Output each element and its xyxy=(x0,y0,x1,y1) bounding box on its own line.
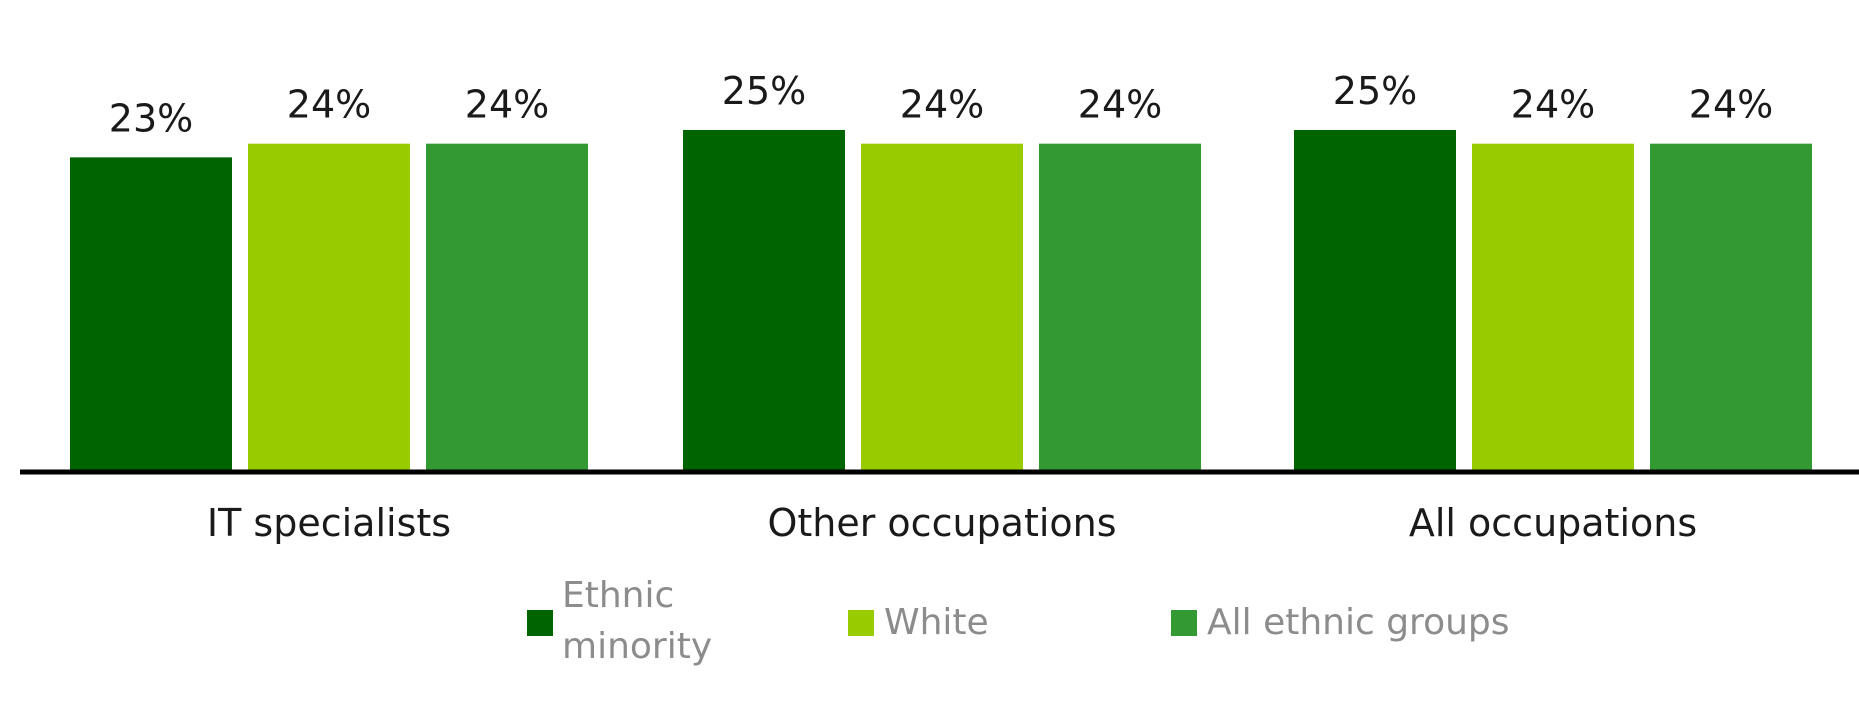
bar-other-occupations-ethnic-minority xyxy=(683,130,845,472)
category-label-it-specialists: IT specialists xyxy=(207,501,451,545)
bar-all-occupations-white xyxy=(1472,143,1634,472)
category-label-other-occupations: Other occupations xyxy=(767,501,1116,545)
data-label-all-occupations-all-ethnic-groups: 24% xyxy=(1689,83,1773,127)
data-label-other-occupations-white: 24% xyxy=(900,83,984,127)
bar-other-occupations-white xyxy=(861,143,1023,472)
category-label-all-occupations: All occupations xyxy=(1409,501,1697,545)
bar-it-specialists-ethnic-minority xyxy=(70,157,232,473)
category-labels-group: IT specialists Other occupations All occup… xyxy=(207,501,1697,545)
data-label-all-occupations-ethnic-minority: 25% xyxy=(1333,69,1417,113)
data-label-other-occupations-all-ethnic-groups: 24% xyxy=(1078,83,1162,127)
legend-swatch-ethnic-minority xyxy=(527,610,553,636)
bar-it-specialists-white xyxy=(248,143,410,472)
legend-label-white: White xyxy=(884,602,989,643)
value-labels-group: 23% 24% 24% 25% 24% 24% 25% 24% 24% xyxy=(109,69,1773,140)
bar-other-occupations-all-ethnic-groups xyxy=(1039,143,1201,472)
data-label-other-occupations-ethnic-minority: 25% xyxy=(722,69,806,113)
data-label-it-specialists-white: 24% xyxy=(287,83,371,127)
bar-all-occupations-ethnic-minority xyxy=(1294,130,1456,472)
bar-it-specialists-all-ethnic-groups xyxy=(426,143,588,472)
bar-all-occupations-all-ethnic-groups xyxy=(1650,143,1812,472)
legend-swatch-all-ethnic-groups xyxy=(1171,610,1197,636)
legend: Ethnic minority White All ethnic groups xyxy=(527,575,1510,667)
data-label-all-occupations-white: 24% xyxy=(1511,83,1595,127)
legend-label-ethnic-minority: Ethnic minority xyxy=(562,575,712,667)
data-label-it-specialists-all-ethnic-groups: 24% xyxy=(465,83,549,127)
legend-swatch-white xyxy=(848,610,874,636)
bars-group xyxy=(70,130,1812,473)
data-label-it-specialists-ethnic-minority: 23% xyxy=(109,96,193,140)
legend-label-all-ethnic-groups: All ethnic groups xyxy=(1207,602,1510,643)
